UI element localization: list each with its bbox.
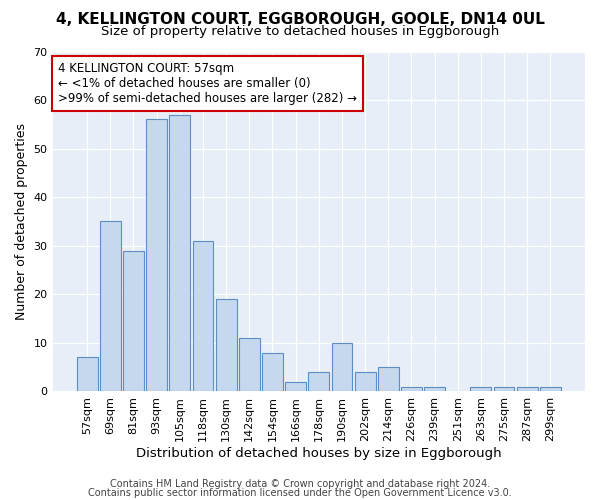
Bar (308, 372, 329, 392)
Text: Contains public sector information licensed under the Open Government Licence v3: Contains public sector information licen… (88, 488, 512, 498)
Text: Size of property relative to detached houses in Eggborough: Size of property relative to detached ho… (101, 25, 499, 38)
Y-axis label: Number of detached properties: Number of detached properties (15, 123, 28, 320)
Bar (216, 299, 236, 392)
Text: 4 KELLINGTON COURT: 57sqm
← <1% of detached houses are smaller (0)
>99% of semi-: 4 KELLINGTON COURT: 57sqm ← <1% of detac… (58, 62, 357, 104)
Bar (401, 386, 422, 392)
Bar (470, 386, 491, 392)
Bar (146, 120, 167, 392)
Bar (285, 382, 306, 392)
Bar (332, 343, 352, 392)
X-axis label: Distribution of detached houses by size in Eggborough: Distribution of detached houses by size … (136, 447, 502, 460)
Bar (494, 386, 514, 392)
Bar (424, 386, 445, 392)
Bar (123, 250, 144, 392)
Text: 4, KELLINGTON COURT, EGGBOROUGH, GOOLE, DN14 0UL: 4, KELLINGTON COURT, EGGBOROUGH, GOOLE, … (56, 12, 544, 28)
Bar (100, 222, 121, 392)
Bar (262, 352, 283, 392)
Bar (540, 386, 561, 392)
Bar (77, 358, 98, 392)
Bar (239, 338, 260, 392)
Bar (169, 114, 190, 392)
Bar (193, 241, 214, 392)
Text: Contains HM Land Registry data © Crown copyright and database right 2024.: Contains HM Land Registry data © Crown c… (110, 479, 490, 489)
Bar (355, 372, 376, 392)
Bar (378, 367, 398, 392)
Bar (517, 386, 538, 392)
